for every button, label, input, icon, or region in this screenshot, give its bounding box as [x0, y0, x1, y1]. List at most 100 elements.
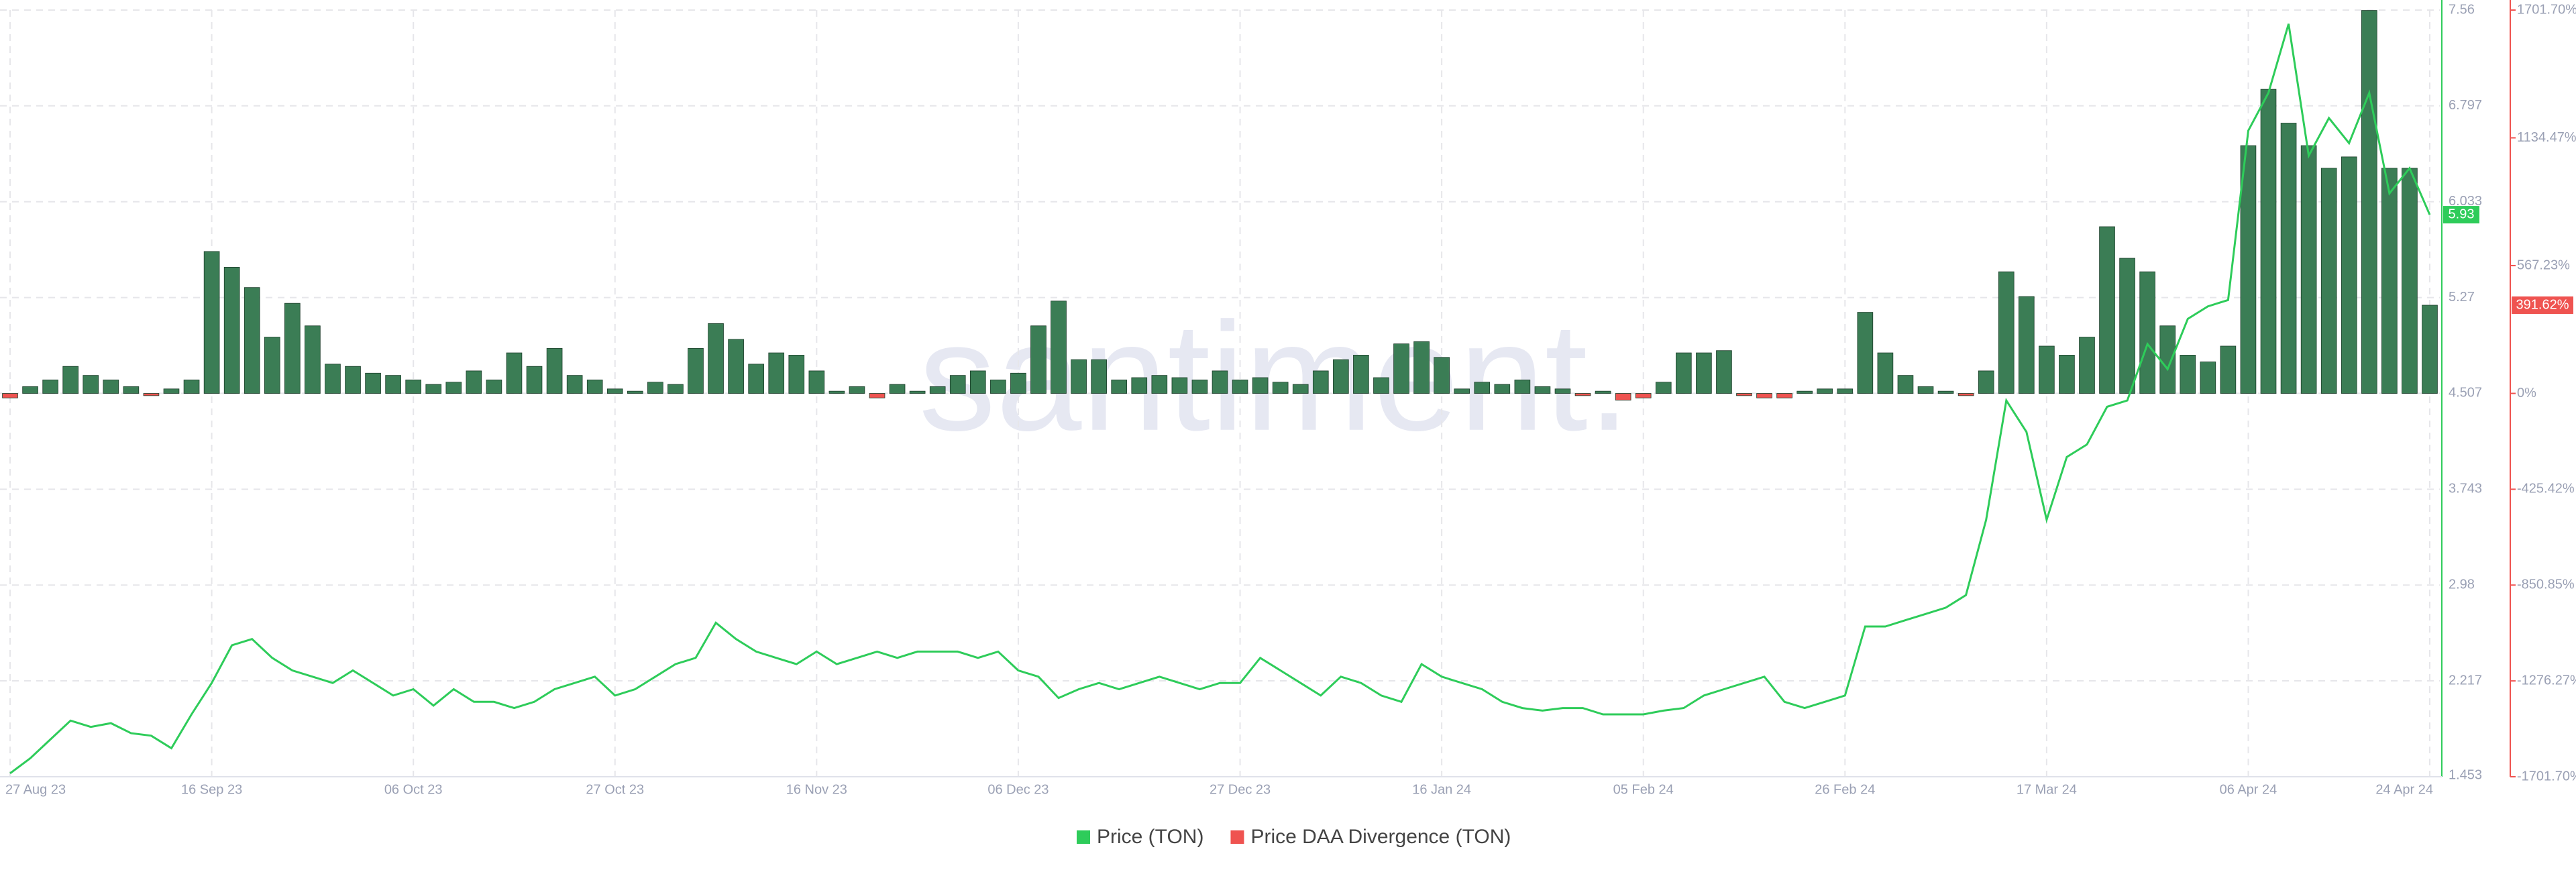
bar	[1494, 384, 1511, 394]
bar	[1615, 393, 1631, 400]
x-tick-label: 06 Dec 23	[987, 782, 1049, 797]
bar	[163, 388, 180, 394]
bar	[22, 386, 38, 394]
bar	[1655, 382, 1672, 394]
bar	[1776, 393, 1792, 398]
y-tick-label: 2.98	[2449, 577, 2475, 592]
bar	[1413, 341, 1430, 394]
x-tick-label: 27 Oct 23	[586, 782, 644, 797]
bar	[325, 364, 341, 394]
bar	[2200, 362, 2216, 394]
bar	[2260, 89, 2277, 394]
bar	[1978, 370, 1994, 394]
bar	[2, 393, 18, 398]
bar	[284, 303, 301, 394]
bar	[1111, 379, 1128, 394]
bar	[1191, 379, 1208, 394]
y2-tick-label: 0%	[2517, 386, 2536, 400]
bar	[305, 325, 321, 394]
bar	[445, 382, 462, 394]
bar	[909, 390, 926, 394]
x-tick-label: 27 Dec 23	[1210, 782, 1271, 797]
bar	[1857, 312, 1874, 394]
x-tick-label: 06 Apr 24	[2220, 782, 2277, 797]
x-tick-label: 05 Feb 24	[1613, 782, 1674, 797]
x-tick-label: 27 Aug 23	[5, 782, 66, 797]
bar	[1676, 352, 1692, 394]
bar	[1998, 271, 2015, 394]
bar	[728, 339, 744, 394]
bar	[1333, 359, 1349, 394]
y2-tick-label: -1701.70%	[2517, 769, 2576, 783]
x-tick-label: 16 Nov 23	[786, 782, 847, 797]
bar	[1373, 377, 1389, 394]
bar	[1010, 372, 1026, 394]
bar	[667, 384, 684, 394]
bar	[1696, 352, 1712, 394]
x-tick-label: 06 Oct 23	[384, 782, 443, 797]
y-tick-label: 2.217	[2449, 673, 2482, 688]
bar	[1091, 359, 1107, 394]
bar	[2119, 258, 2135, 394]
bar	[849, 386, 865, 394]
bar	[2180, 355, 2196, 394]
bar	[1716, 350, 1732, 394]
bar	[1030, 325, 1046, 394]
price-line	[9, 23, 2431, 775]
bar	[949, 375, 966, 394]
bar	[1817, 388, 1833, 394]
legend-label: Price (TON)	[1097, 826, 1203, 848]
bar	[708, 323, 724, 394]
bar	[264, 337, 280, 394]
bar	[1353, 355, 1369, 394]
bar	[1554, 388, 1571, 394]
y-tick-label: 6.797	[2449, 98, 2482, 113]
y2-tick-label: 1134.47%	[2517, 130, 2576, 145]
bar	[828, 390, 845, 394]
bar	[1796, 390, 1813, 394]
bar	[788, 355, 805, 394]
bar	[2139, 271, 2155, 394]
bar	[2280, 123, 2297, 394]
bar	[647, 382, 663, 394]
bar	[1454, 388, 1470, 394]
bar	[1756, 393, 1772, 398]
bar	[385, 375, 401, 394]
bar	[768, 352, 785, 394]
bar	[143, 393, 160, 396]
bar	[1292, 384, 1309, 394]
x-tick-label: 16 Sep 23	[181, 782, 242, 797]
bar	[1393, 343, 1409, 394]
bar	[1434, 357, 1450, 394]
bar	[2039, 345, 2055, 394]
bar	[627, 390, 643, 394]
bar	[1151, 375, 1168, 394]
bar	[2059, 355, 2075, 394]
bar	[345, 366, 361, 394]
last-value-label: 5.93	[2449, 207, 2475, 221]
y-tick-label: 3.743	[2449, 482, 2482, 496]
bar	[2381, 168, 2398, 394]
bar	[869, 393, 885, 398]
bar	[526, 366, 543, 394]
y2-tick-label: -850.85%	[2517, 578, 2575, 592]
bar	[2220, 345, 2237, 394]
y2-tick-label: 567.23%	[2517, 258, 2570, 272]
bar	[2018, 296, 2035, 394]
y-tick-label: 7.56	[2449, 2, 2475, 17]
bar	[2300, 145, 2317, 394]
bar	[1957, 393, 1974, 396]
bar	[1917, 386, 1934, 394]
bar	[990, 379, 1006, 394]
bar	[2159, 325, 2176, 394]
bar	[688, 347, 704, 394]
x-tick-label: 17 Mar 24	[2017, 782, 2077, 797]
bar	[2320, 168, 2337, 394]
bar	[1837, 388, 1854, 394]
bar	[606, 388, 623, 394]
y2-tick-label: -425.42%	[2517, 482, 2575, 496]
bar	[1272, 382, 1289, 394]
bar	[1635, 393, 1652, 398]
bar	[586, 379, 603, 394]
